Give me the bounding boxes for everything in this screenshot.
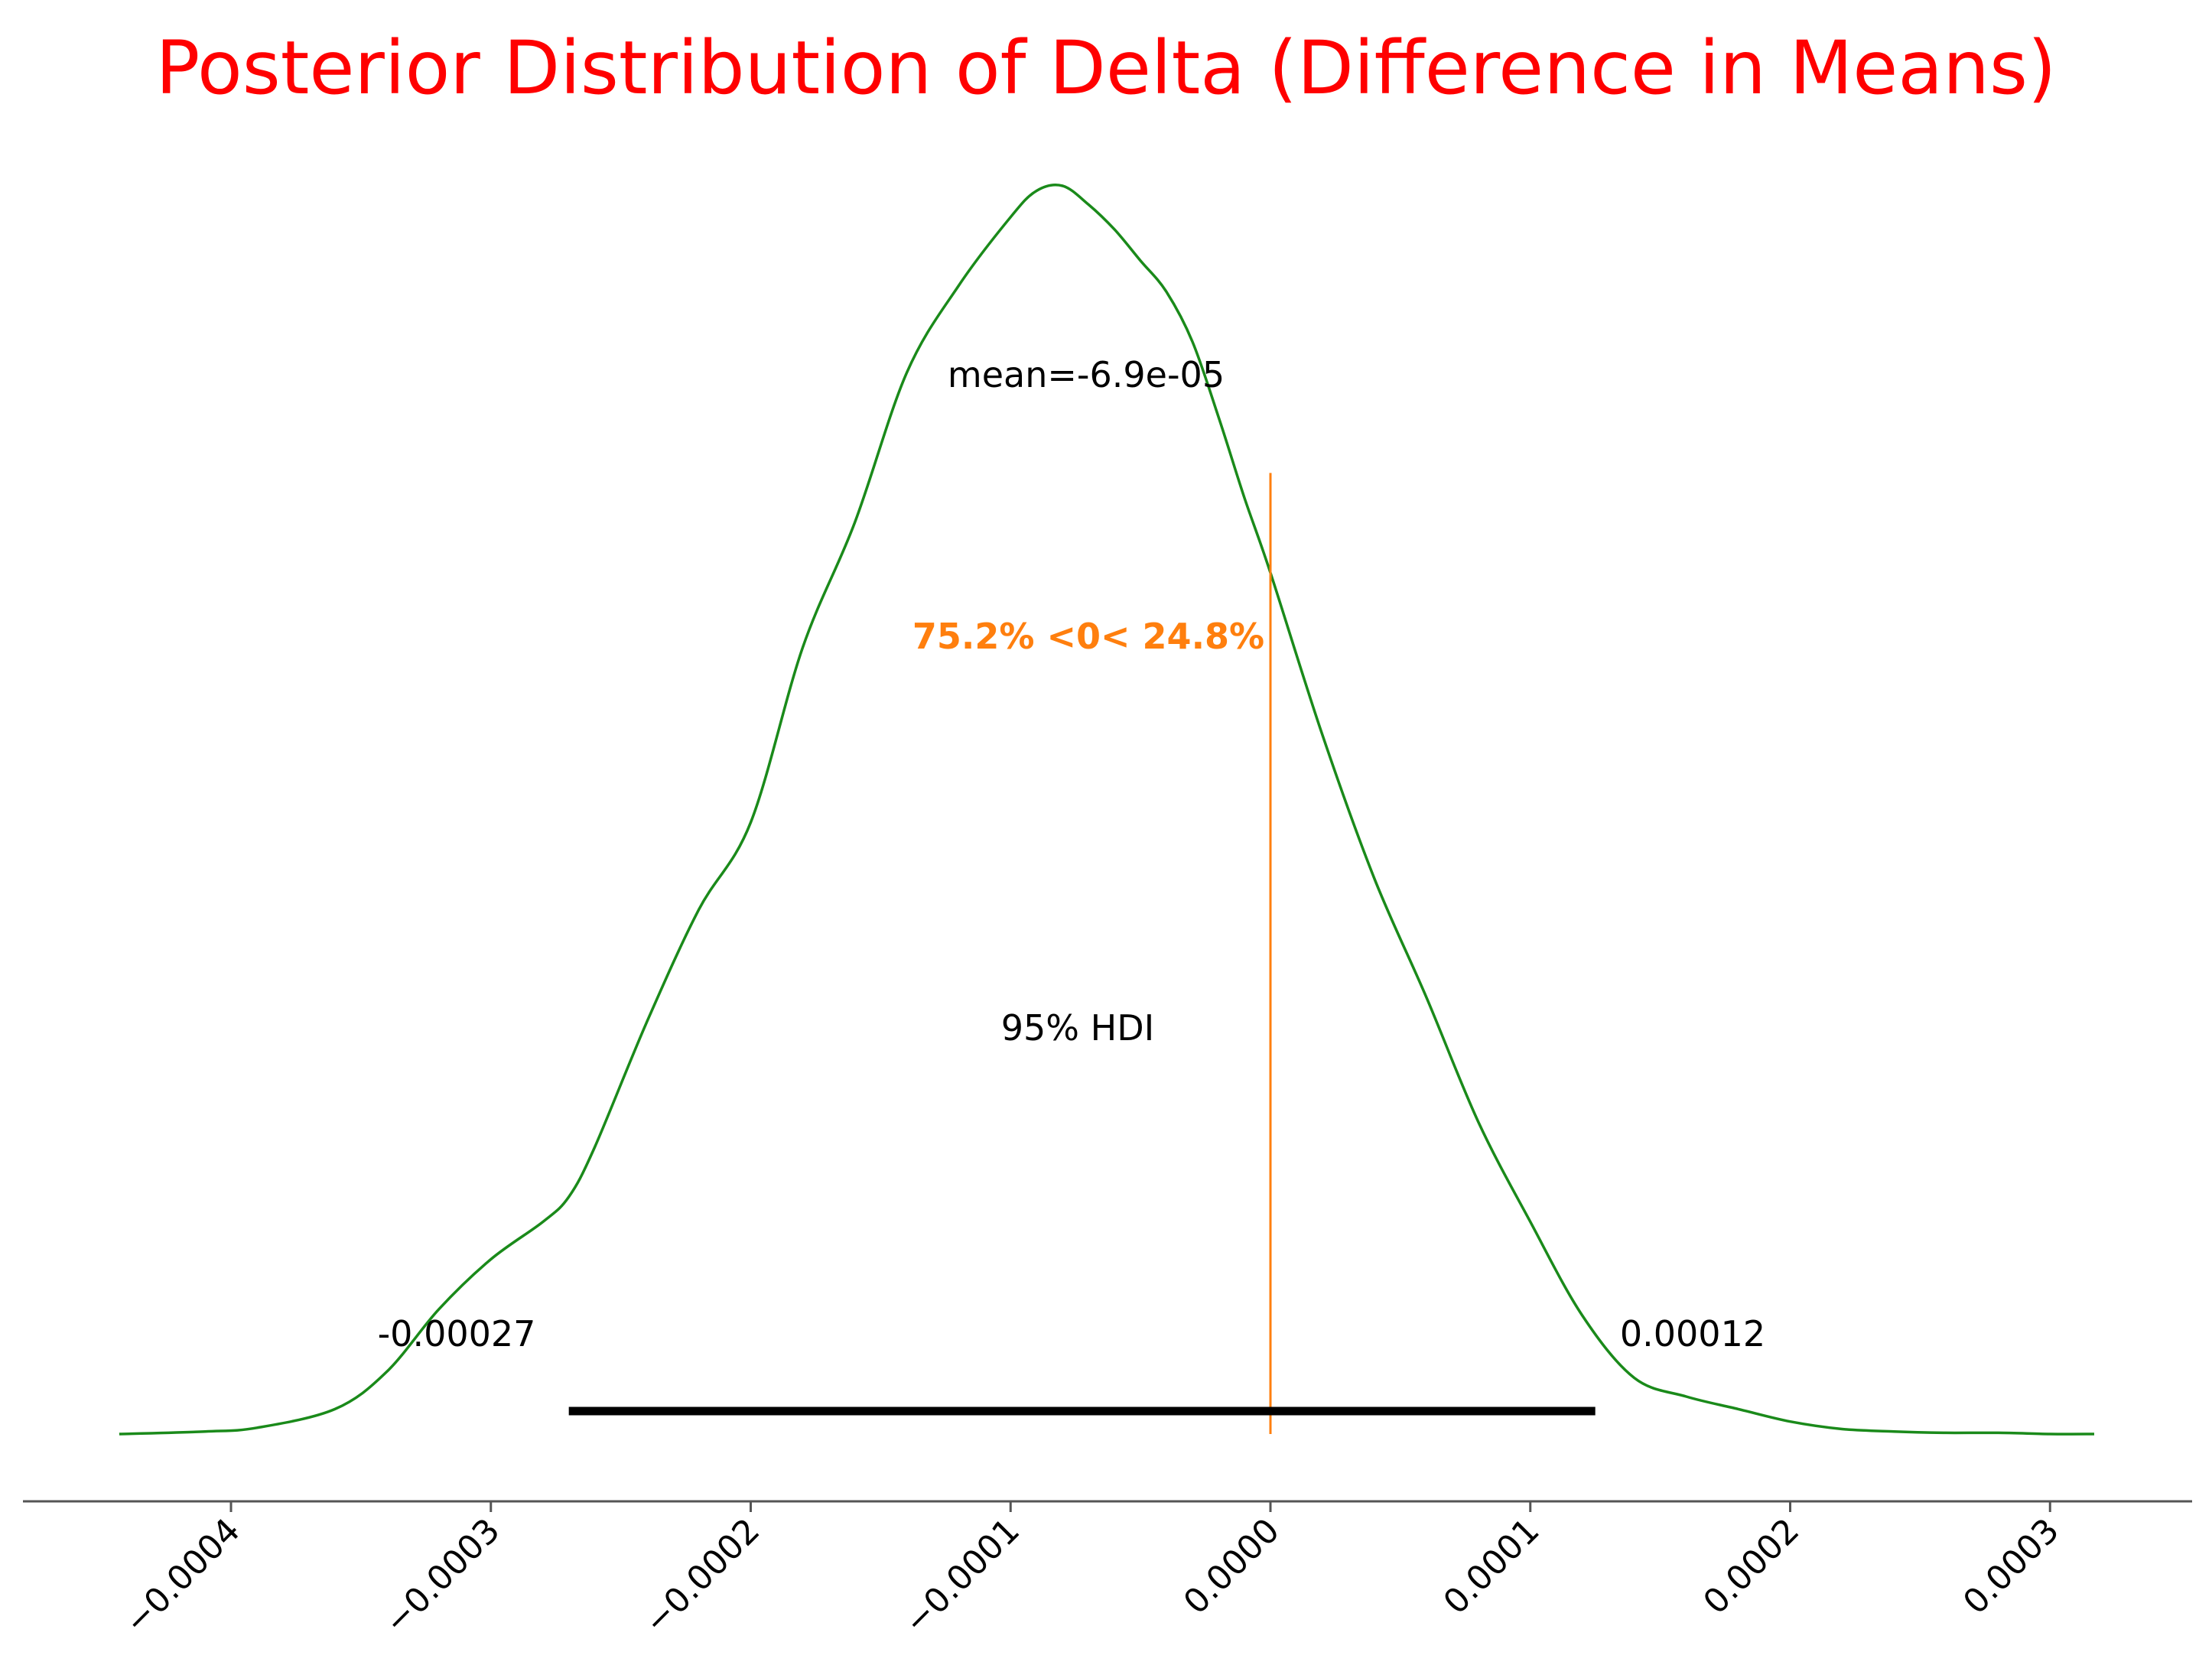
x-ticks: −0.0004 −0.0003 −0.0002 −0.0001 0.0000 0.0001…	[117, 1501, 2067, 1642]
reference-label: 75.2% <0< 24.8%	[912, 616, 1264, 657]
x-tick-label: −0.0002	[636, 1511, 767, 1642]
x-tick-label: −0.0004	[117, 1511, 248, 1642]
x-tick-label: −0.0003	[377, 1511, 508, 1642]
hdi-label: 95% HDI	[1001, 1007, 1154, 1049]
x-tick-label: 0.0002	[1696, 1511, 1807, 1622]
x-tick-label: 0.0001	[1436, 1511, 1547, 1622]
chart-title: Posterior Distribution of Delta (Differe…	[156, 25, 2057, 111]
mean-label: mean=-6.9e-05	[948, 354, 1225, 395]
density-curve	[119, 184, 2095, 1436]
hdi-high-label: 0.00012	[1620, 1313, 1765, 1354]
hdi-low-label: -0.00027	[378, 1313, 536, 1354]
x-tick-label: −0.0001	[896, 1511, 1027, 1642]
x-tick-label: 0.0000	[1176, 1511, 1287, 1622]
x-tick-label: 0.0003	[1956, 1511, 2067, 1622]
